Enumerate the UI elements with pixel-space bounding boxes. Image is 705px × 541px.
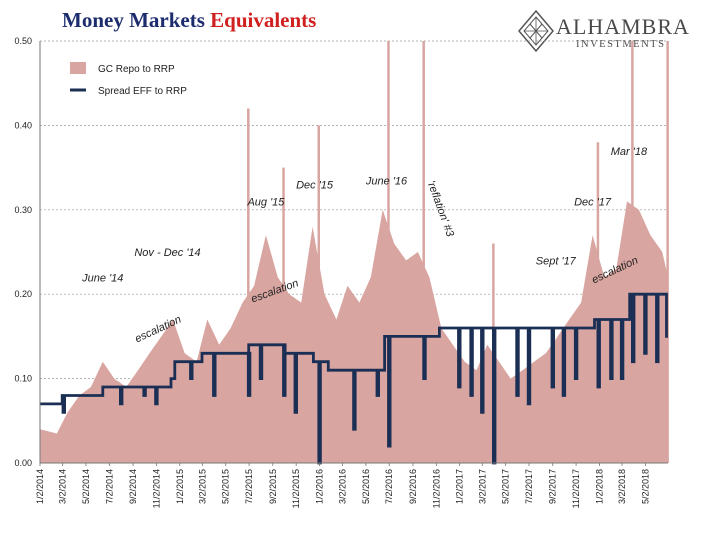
y-axis-ticks: 0.00 0.10 0.20 0.30 0.40 0.50 [14, 36, 32, 468]
annotation-label: Aug '15 [246, 197, 285, 209]
y-tick-label: 0.30 [14, 205, 32, 215]
x-tick-label: 5/2/2015 [221, 469, 231, 504]
annotation-label: Nov - Dec '14 [134, 247, 200, 259]
annotation-label: Dec '17 [574, 197, 612, 209]
logo-subtitle: INVESTMENTS [576, 39, 666, 50]
x-tick-label: 7/2/2015 [244, 469, 254, 504]
x-tick-label: 5/2/2017 [501, 469, 511, 504]
x-tick-label: 5/2/2018 [640, 469, 650, 504]
x-tick-label: 3/2/2014 [58, 469, 68, 504]
x-tick-label: 1/2/2017 [455, 469, 465, 504]
annotation-label: Sept '17 [536, 256, 577, 268]
x-tick-label: 11/2/2015 [291, 469, 301, 508]
x-tick-label: 5/2/2016 [361, 469, 371, 504]
x-tick-label: 7/2/2014 [104, 469, 114, 504]
y-tick-label: 0.00 [14, 458, 32, 468]
legend-label-gc-repo: GC Repo to RRP [98, 64, 175, 75]
x-tick-label: 11/2/2016 [431, 469, 441, 508]
annotation-label: 'reflation' #3 [425, 179, 457, 239]
eff-spread-series [40, 292, 668, 465]
x-tick-label: 9/2/2017 [548, 469, 558, 504]
y-tick-label: 0.50 [14, 36, 32, 46]
alhambra-logo: ALHAMBRA INVESTMENTS [516, 8, 702, 54]
x-tick-label: 9/2/2015 [268, 469, 278, 504]
diamond-lattice-icon [518, 10, 554, 52]
x-tick-label: 7/2/2016 [384, 469, 394, 504]
x-tick-label: 3/2/2015 [197, 469, 207, 504]
x-tick-label: 1/2/2014 [35, 469, 45, 504]
x-tick-label: 9/2/2016 [408, 469, 418, 504]
x-tick-label: 1/2/2016 [315, 469, 325, 504]
x-axis-ticks: 1/2/2014 3/2/2014 5/2/2014 7/2/2014 9/2/2014… [35, 463, 650, 508]
x-tick-label: 7/2/2017 [524, 469, 534, 504]
chart-title: Money Markets Equivalents [62, 8, 316, 33]
eff-spread-line [40, 292, 668, 465]
annotation-label: June '16 [365, 175, 408, 187]
x-tick-label: 1/2/2018 [594, 469, 604, 504]
x-tick-label: 11/2/2014 [151, 469, 161, 508]
chart-legend: GC Repo to RRP Spread EFF to RRP [70, 62, 187, 97]
chart-axes [39, 41, 668, 464]
legend-label-eff-spread: Spread EFF to RRP [98, 86, 187, 97]
gc-repo-series [40, 201, 668, 463]
chart-title-part2: Equivalents [210, 8, 317, 32]
gc-repo-area [40, 201, 668, 463]
legend-swatch-gc-repo [70, 62, 86, 74]
x-tick-label: 3/2/2016 [338, 469, 348, 504]
x-tick-label: 9/2/2014 [128, 469, 138, 504]
chart-title-part1: Money Markets [62, 8, 205, 32]
logo-name: ALHAMBRA [556, 14, 690, 39]
annotation-label: Dec '15 [296, 180, 334, 192]
y-tick-label: 0.20 [14, 289, 32, 299]
annotation-label: Mar '18 [611, 146, 648, 158]
x-tick-label: 3/2/2018 [617, 469, 627, 504]
x-tick-label: 1/2/2015 [175, 469, 185, 504]
y-tick-label: 0.40 [14, 120, 32, 130]
x-tick-label: 5/2/2014 [81, 469, 91, 504]
x-tick-label: 3/2/2017 [477, 469, 487, 504]
x-tick-label: 11/2/2017 [571, 469, 581, 508]
y-tick-label: 0.10 [14, 374, 32, 384]
annotation-label: June '14 [81, 273, 123, 285]
